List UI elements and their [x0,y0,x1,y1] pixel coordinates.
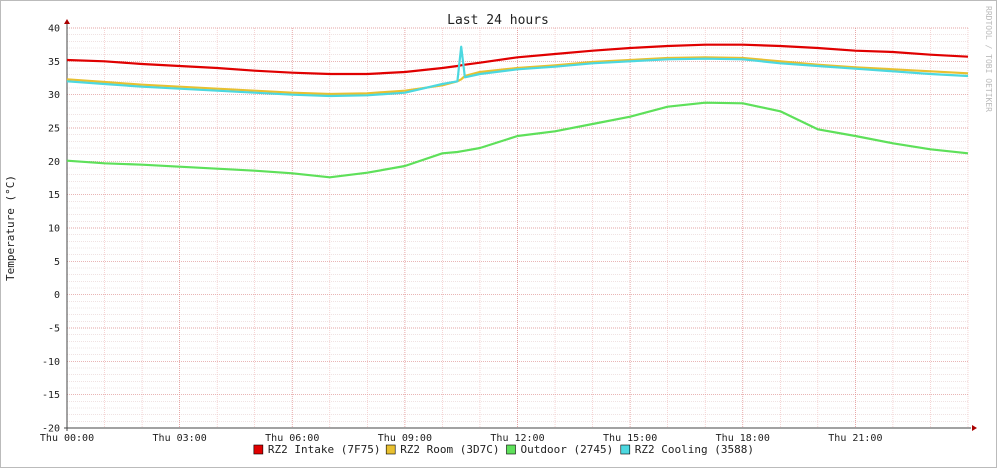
y-tick-label: 40 [48,24,60,35]
y-tick-label: -15 [42,390,60,401]
series-line [66,43,969,76]
legend-swatch [506,444,516,455]
series-line [66,56,969,96]
x-tick-label: Thu 15:00 [603,433,657,444]
legend-label: RZ2 Cooling (3588) [635,443,754,456]
watermark: RRDTOOL / TOBI OETIKER [984,6,993,112]
y-tick-label: 30 [48,90,60,101]
x-tick-label: Thu 18:00 [716,433,770,444]
legend: RZ2 Intake (7F75) RZ2 Room (3D7C) Outdoor … [253,443,754,456]
legend-swatch [253,444,264,455]
y-tick-label: -10 [42,357,60,368]
legend-label: RZ2 Intake (7F75) [268,443,381,456]
y-tick-label: 25 [48,124,60,135]
chart-title: Last 24 hours [447,13,549,28]
x-tick-label: Thu 12:00 [490,433,544,444]
legend-label: RZ2 Room (3D7C) [400,443,499,456]
y-tick-label: 0 [54,290,60,301]
x-tick-label: Thu 00:00 [40,433,94,444]
y-tick-label: -20 [42,424,60,435]
x-tick-label: Thu 21:00 [828,433,882,444]
legend-label: Outdoor (2745) [521,443,614,456]
x-tick-label: Thu 03:00 [153,433,207,444]
y-axis-label: Temperature (°C) [4,175,17,281]
y-tick-label: 15 [48,190,60,201]
y-tick-label: -5 [48,324,60,335]
x-tick-label: Thu 06:00 [265,433,319,444]
x-tick-label: Thu 09:00 [378,433,432,444]
y-tick-label: 20 [48,157,60,168]
y-tick-label: 10 [48,224,60,235]
axis-arrow [972,425,977,431]
series-line [66,45,969,98]
axis-arrow [64,19,70,24]
series-line [66,101,969,179]
legend-swatch [620,444,631,455]
y-tick-label: 5 [54,257,60,268]
legend-swatch [385,444,396,455]
y-tick-label: 35 [48,57,60,68]
